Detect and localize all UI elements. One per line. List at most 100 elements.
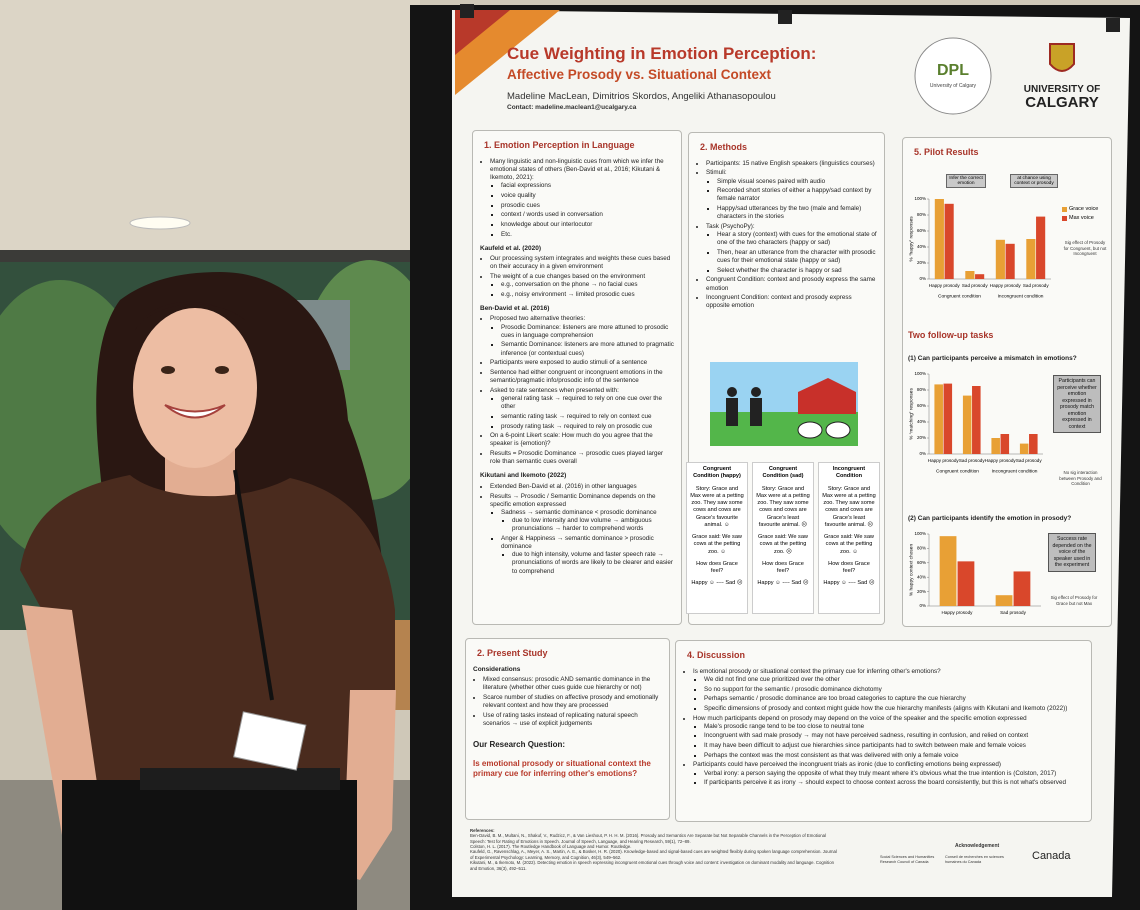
eye [161, 366, 175, 374]
bullet-item: Specific dimensions of prosody and conte… [704, 705, 1084, 713]
y-axis-label: % happy context chosen [908, 544, 914, 597]
bullet-item: e.g., noisy environment → limited prosod… [501, 291, 674, 299]
section-heading: 2. Present Study [477, 648, 548, 658]
x-tick-label: Sad prosody [959, 458, 985, 463]
person [751, 387, 761, 397]
bullet-text: due to low intensity and low volume → am… [512, 517, 652, 533]
bullet-list: Male's prosodic range tend to be too clo… [693, 723, 1084, 760]
bullet-item: Then, hear an utterance from the charact… [717, 249, 877, 265]
condition-said: Grace said: We saw cows at the petting z… [824, 534, 874, 555]
bullet-item: Use of rating tasks instead of replicati… [483, 712, 662, 728]
bullet-text: Male's prosodic range tend to be too clo… [704, 722, 865, 730]
bullet-text: prosody rating task → required to rely o… [501, 422, 653, 430]
y-tick-label: 100% [914, 371, 926, 376]
intro-panel: 1. Emotion Perception in Language Many l… [472, 130, 682, 625]
followup-heading: Two follow-up tasks [908, 330, 994, 340]
y-tick-label: 40% [917, 244, 926, 249]
condition-scale: Happy ☺ ---- Sad ☹ [691, 580, 743, 587]
x-tick-label: Happy prosody [928, 458, 960, 463]
bullet-item: Proposed two alternative theories:Prosod… [490, 315, 674, 357]
x-tick-label: Happy prosody [985, 458, 1017, 463]
bullet-item: Simple visual scenes paired with audio [717, 178, 877, 186]
y-tick-label: 60% [917, 403, 926, 408]
ceiling [0, 0, 420, 255]
bullet-text: Congruent Condition: context and prosody… [706, 276, 876, 292]
bullet-item: Anger & Happiness → semantic dominance >… [501, 535, 674, 576]
bullet-item: Is emotional prosody or situational cont… [693, 668, 1084, 713]
bullet-item: Select whether the character is happy or… [717, 267, 877, 275]
poster-title: Cue Weighting in Emotion Perception: [507, 44, 817, 63]
y-tick-label: 0% [919, 276, 926, 281]
bullet-text: e.g., noisy environment → limited prosod… [501, 290, 635, 298]
bullet-text: Sentence had either congruent or incongr… [490, 369, 663, 385]
bullet-text: Mixed consensus: prosodic AND semantic d… [483, 676, 651, 692]
bullet-text: Hear a story (context) with cues for the… [717, 231, 877, 247]
bullet-text: Participants were exposed to audio stimu… [490, 359, 648, 367]
reference: Kaufeld, G., Ravenschlag, A., Meyer, A. … [470, 849, 837, 860]
y-tick-label: 80% [917, 212, 926, 217]
research-question: Is emotional prosody or situational cont… [473, 758, 651, 778]
authors: Madeline MacLean, Dimitrios Skordos, Ang… [507, 91, 776, 102]
legend-label: Grace voice [1069, 206, 1099, 212]
y-tick-label: 60% [917, 560, 926, 565]
cow [797, 421, 823, 439]
bullet-item: It may have been difficult to adjust cue… [704, 742, 1084, 750]
bullet-item: Male's prosodic range tend to be too clo… [704, 723, 1084, 731]
bullet-text: Results = Prosodic Dominance → prosodic … [490, 450, 664, 466]
legend-item: Max voice [1062, 215, 1094, 221]
university-line: CALGARY [1025, 94, 1099, 111]
bullet-list: general rating task → required to rely o… [490, 395, 674, 431]
bullet-list: due to low intensity and low volume → am… [501, 517, 674, 533]
bullet-text: general rating task → required to rely o… [501, 395, 663, 411]
bullet-list: Verbal irony: a person saying the opposi… [693, 770, 1084, 788]
condition-title: Congruent Condition (sad) [762, 466, 804, 480]
bullet-item: Perhaps the context was the most consist… [704, 752, 1084, 760]
bullet-text: On a 6-point Likert scale: How much do y… [490, 432, 653, 448]
legend-swatch [1062, 215, 1067, 221]
bullet-text: Task (PsychoPy): [706, 222, 755, 230]
references-heading: References: [470, 828, 495, 833]
bullet-list: Many linguistic and non-linguistic cues … [480, 158, 674, 239]
bullet-list: e.g., conversation on the phone → no fac… [490, 281, 674, 299]
bar [965, 271, 975, 279]
pants [62, 780, 357, 910]
university-line: UNIVERSITY OF [1023, 84, 1101, 95]
y-tick-label: 20% [917, 435, 926, 440]
dpl-name: DPL [937, 62, 969, 79]
x-tick-label: Sad prosody [1016, 458, 1042, 463]
bullet-list: Hear a story (context) with cues for the… [706, 231, 877, 275]
stimulus-scene [710, 362, 858, 446]
bullet-text: Sadness → semantic dominance < prosodic … [501, 508, 657, 516]
condition-story: Story: Grace and Max were at a petting z… [756, 485, 810, 528]
bullet-item: general rating task → required to rely o… [501, 395, 674, 411]
bullet-item: If participants perceive it as irony → s… [704, 779, 1084, 787]
bullet-item: prosodic cues [501, 202, 674, 210]
bullet-item: Sentence had either congruent or incongr… [490, 369, 674, 385]
bullet-text: If participants perceive it as irony → s… [704, 779, 1066, 787]
bullet-item: Verbal irony: a person saying the opposi… [704, 770, 1084, 778]
bar [944, 203, 954, 279]
bullet-list: Is emotional prosody or situational cont… [683, 668, 1084, 788]
lanyard [233, 469, 274, 701]
bullet-text: due to high intensity, volume and faster… [512, 551, 674, 575]
bullet-item: Results = Prosodic Dominance → prosodic … [490, 450, 674, 466]
reference: Kikutani, M., & Ikemoto, M. (2022). Dete… [470, 860, 835, 871]
condition-box: Congruent Condition (happy) Story: Grace … [686, 462, 748, 614]
bullet-text: Anger & Happiness → semantic dominance >… [501, 534, 654, 551]
bullet-item: We did not find one cue prioritized over… [704, 676, 1084, 684]
present-panel: 2. Present Study Considerations Mixed co… [465, 638, 670, 820]
smile [164, 404, 226, 419]
bullet-text: Then, hear an utterance from the charact… [717, 248, 876, 265]
bar [1019, 443, 1029, 454]
bullet-text: Many linguistic and non-linguistic cues … [490, 157, 664, 182]
group-label: Incongruent condition [992, 468, 1038, 474]
bar [991, 438, 1000, 454]
name-badge [233, 711, 307, 771]
person [750, 398, 762, 426]
y-tick-label: 100% [914, 196, 926, 201]
subheading: Ben-David et al. (2016) [480, 305, 550, 313]
bullet-text: Etc. [501, 230, 512, 238]
bullet-text: How much participants depend on prosody … [693, 714, 1027, 722]
bullet-text: Incongruent with sad male prosody → may … [704, 732, 1029, 740]
bullet-item: Happy/sad utterances by the two (male an… [717, 205, 877, 221]
